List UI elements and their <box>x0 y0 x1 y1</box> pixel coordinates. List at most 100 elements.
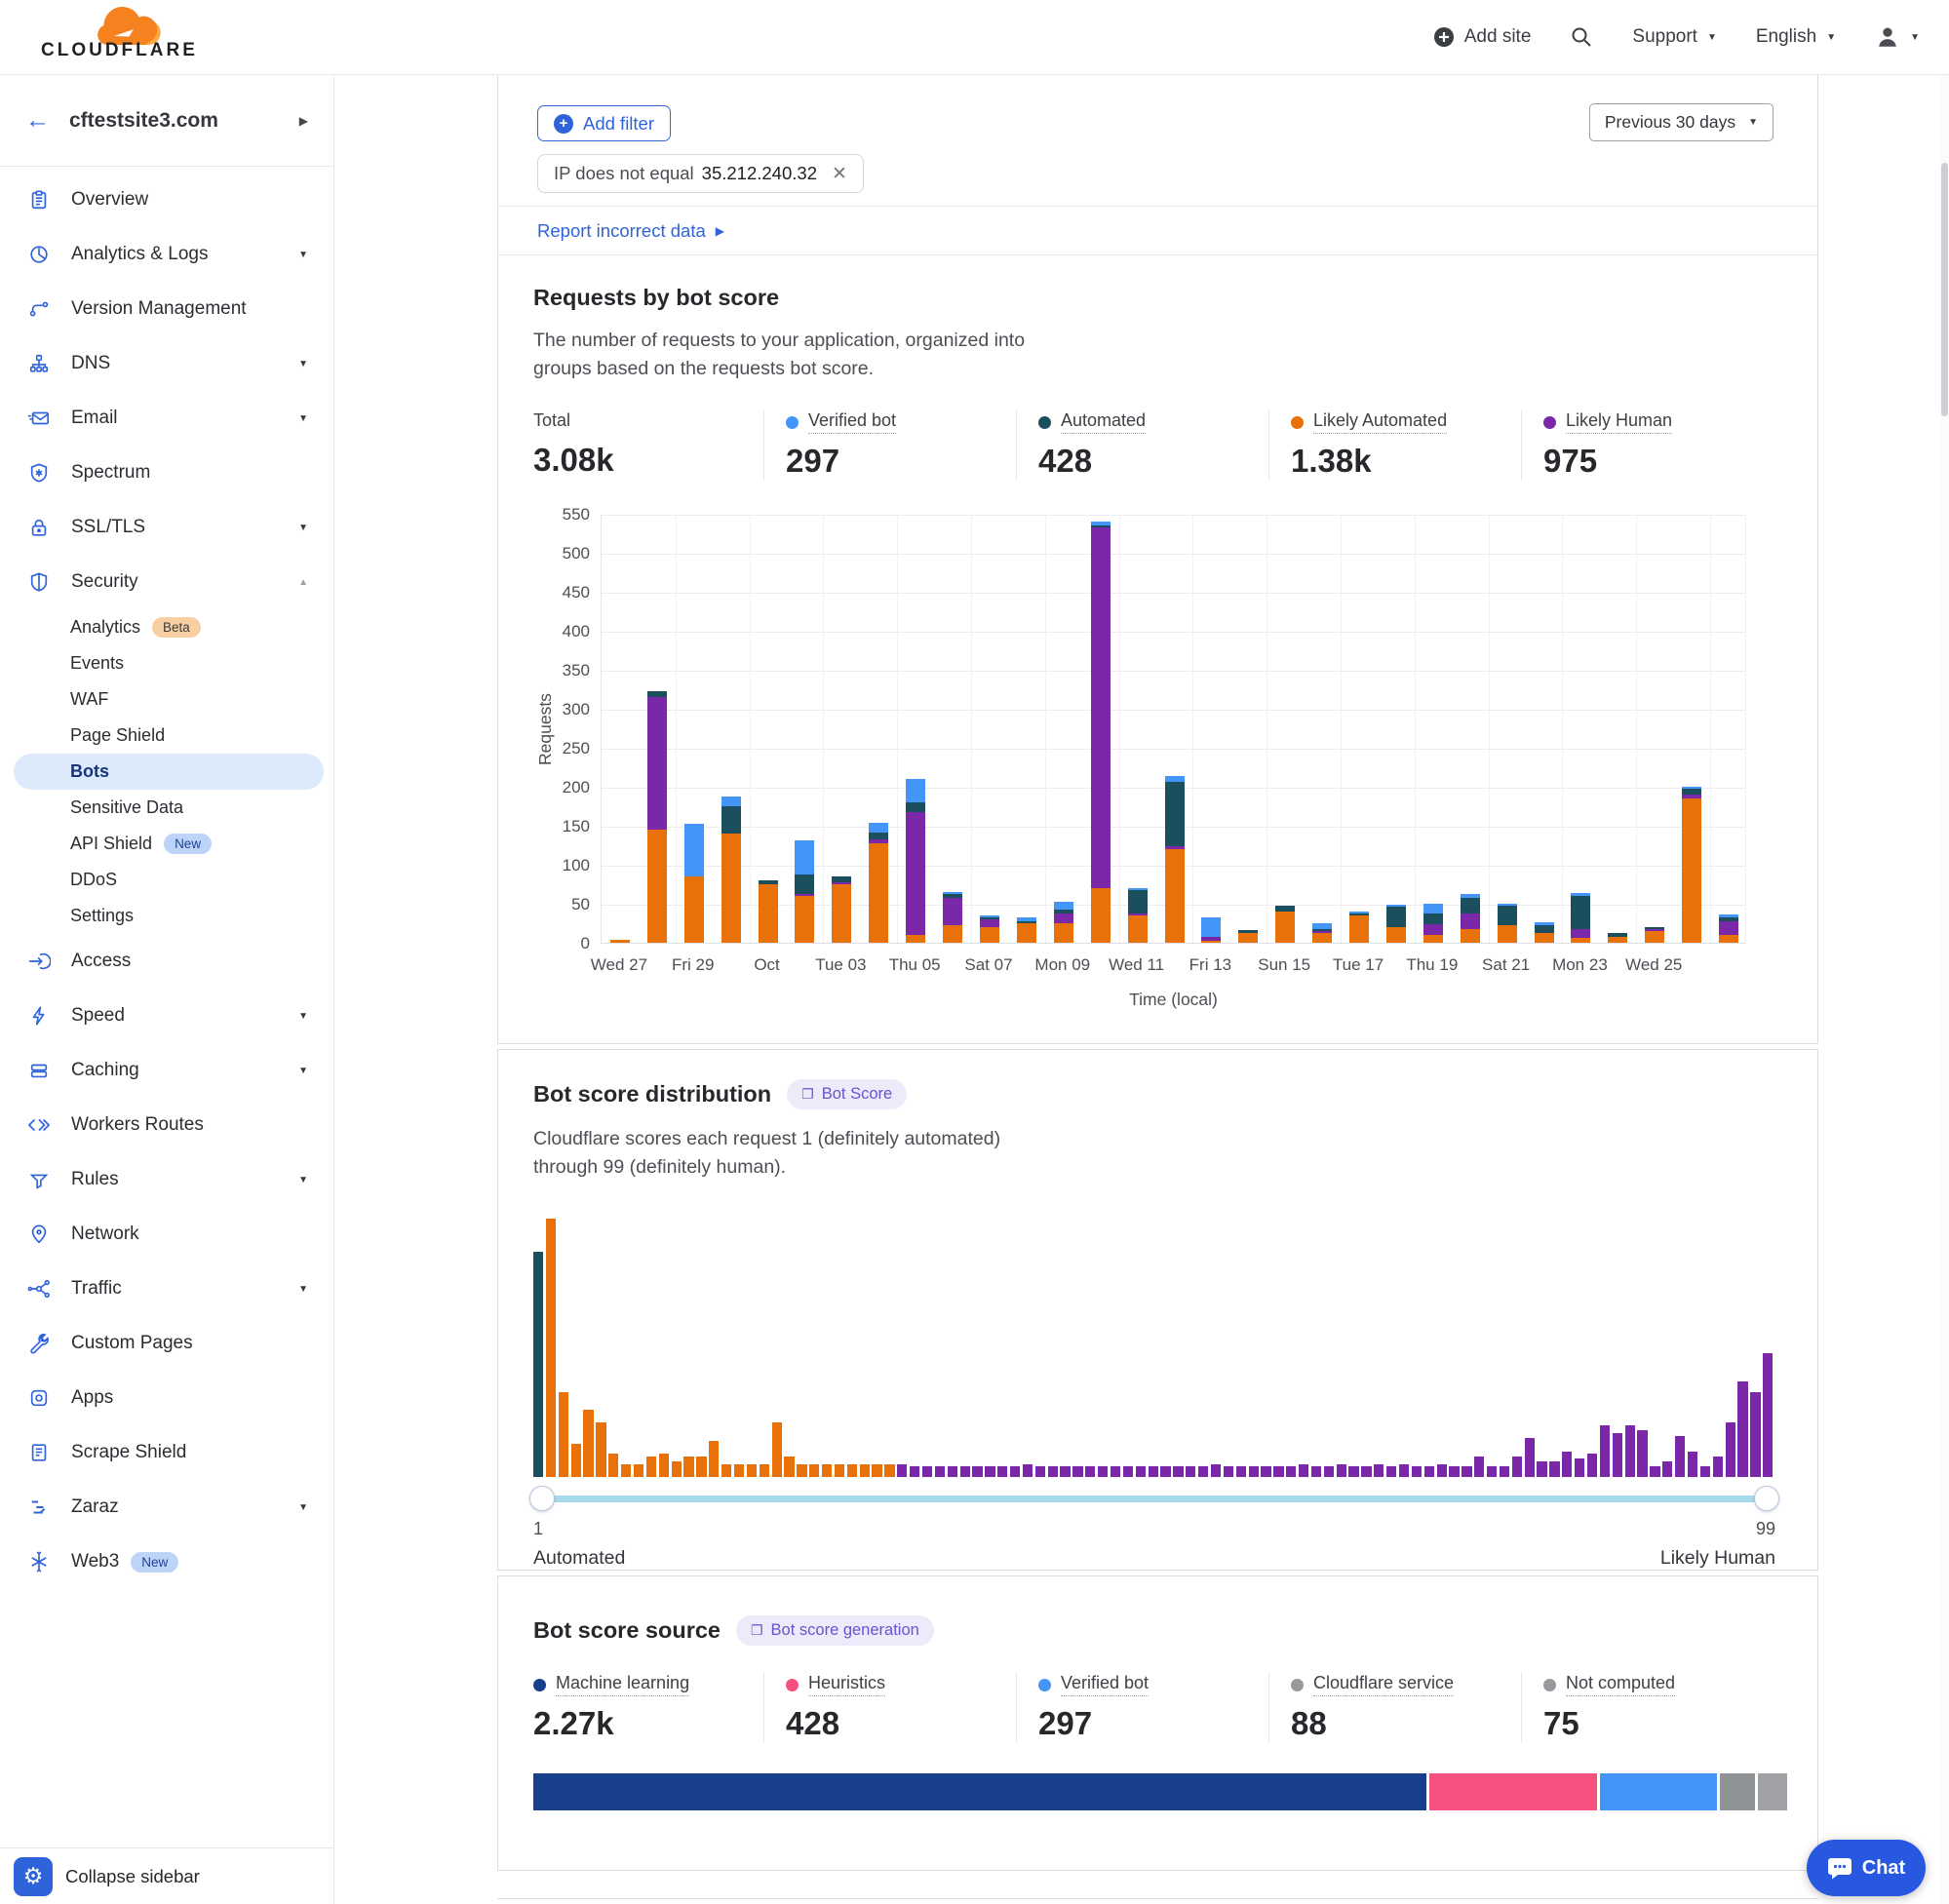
bar-fri-06[interactable] <box>943 514 963 943</box>
hist-bar-score-77[interactable] <box>1487 1466 1498 1477</box>
chevron-right-icon[interactable]: ▶ <box>298 113 308 128</box>
sidebar-item-caching[interactable]: Caching ▼ <box>0 1043 333 1098</box>
hist-bar-score-97[interactable] <box>1737 1380 1748 1477</box>
sidebar-item-rules[interactable]: Rules ▼ <box>0 1152 333 1207</box>
hist-bar-score-89[interactable] <box>1637 1430 1648 1477</box>
hist-bar-score-68[interactable] <box>1374 1463 1384 1477</box>
source-segment-machine-learning[interactable] <box>533 1773 1426 1810</box>
hist-bar-score-42[interactable] <box>1047 1466 1058 1477</box>
source-segment-heuristics[interactable] <box>1428 1773 1598 1810</box>
hist-bar-score-44[interactable] <box>1072 1466 1083 1477</box>
hist-bar-score-26[interactable] <box>846 1463 857 1477</box>
stat-label[interactable]: Automated <box>1061 410 1147 434</box>
hist-bar-score-73[interactable] <box>1436 1463 1447 1477</box>
bar-fri-27[interactable] <box>1719 514 1739 943</box>
hist-bar-score-70[interactable] <box>1398 1463 1410 1477</box>
scrollbar[interactable] <box>1940 75 1949 1904</box>
hist-bar-score-16[interactable] <box>721 1463 732 1477</box>
hist-bar-score-81[interactable] <box>1537 1461 1547 1477</box>
bar-tue-03[interactable] <box>832 514 852 943</box>
bar-thu-19[interactable] <box>1423 514 1443 943</box>
bar-sun-08[interactable] <box>1016 514 1036 943</box>
sidebar-item-page-shield[interactable]: Page Shield <box>0 718 333 754</box>
hist-bar-score-43[interactable] <box>1060 1466 1071 1477</box>
hist-bar-score-78[interactable] <box>1499 1466 1510 1477</box>
bar-wed-11[interactable] <box>1127 514 1148 943</box>
hist-bar-score-64[interactable] <box>1323 1466 1334 1477</box>
bar-fri-13[interactable] <box>1201 514 1222 943</box>
hist-bar-score-92[interactable] <box>1675 1435 1686 1477</box>
hist-bar-score-24[interactable] <box>821 1463 833 1477</box>
hist-bar-score-36[interactable] <box>972 1466 983 1477</box>
date-range-dropdown[interactable]: Previous 30 days ▼ <box>1588 103 1774 141</box>
site-name[interactable]: cftestsite3.com <box>69 108 218 132</box>
hist-bar-score-50[interactable] <box>1148 1466 1158 1477</box>
search-button[interactable] <box>1570 25 1593 49</box>
bar-sat-21[interactable] <box>1497 514 1517 943</box>
hist-bar-score-94[interactable] <box>1699 1466 1711 1477</box>
stat-label[interactable]: Cloudflare service <box>1313 1673 1455 1696</box>
hist-bar-score-91[interactable] <box>1662 1461 1673 1477</box>
sidebar-item-zaraz[interactable]: Zaraz ▼ <box>0 1480 333 1535</box>
stat-label[interactable]: Verified bot <box>1061 1673 1150 1696</box>
bar-sun-01[interactable] <box>758 514 778 943</box>
bar-wed-25[interactable] <box>1645 514 1665 943</box>
sidebar-item-ddos[interactable]: DDoS <box>0 862 333 898</box>
hist-bar-score-45[interactable] <box>1085 1466 1096 1477</box>
scrollbar-thumb[interactable] <box>1941 163 1948 416</box>
bar-thu-05[interactable] <box>906 514 926 943</box>
hist-bar-score-76[interactable] <box>1474 1456 1485 1477</box>
hist-bar-score-86[interactable] <box>1599 1425 1611 1477</box>
sidebar-item-network[interactable]: Network <box>0 1207 333 1262</box>
hist-bar-score-80[interactable] <box>1524 1438 1535 1477</box>
hist-bar-score-72[interactable] <box>1423 1466 1434 1477</box>
hist-bar-score-53[interactable] <box>1186 1466 1196 1477</box>
stat-label[interactable]: Likely Human <box>1566 410 1673 434</box>
hist-bar-score-84[interactable] <box>1575 1458 1585 1477</box>
stat-label[interactable]: Likely Automated <box>1313 410 1448 434</box>
bar-tue-24[interactable] <box>1608 514 1628 943</box>
close-icon[interactable]: ✕ <box>831 163 847 184</box>
bar-wed-27[interactable] <box>609 514 630 943</box>
hist-bar-score-85[interactable] <box>1586 1454 1598 1477</box>
gear-icon[interactable]: ⚙ <box>14 1856 53 1896</box>
hist-bar-score-71[interactable] <box>1411 1466 1423 1477</box>
bar-sun-15[interactable] <box>1275 514 1296 943</box>
hist-bar-score-28[interactable] <box>872 1463 882 1477</box>
sidebar-item-sensitive-data[interactable]: Sensitive Data <box>0 790 333 826</box>
hist-bar-score-39[interactable] <box>1010 1466 1021 1477</box>
hist-bar-score-90[interactable] <box>1650 1466 1660 1477</box>
bar-wed-18[interactable] <box>1385 514 1406 943</box>
hist-bar-score-40[interactable] <box>1022 1463 1033 1477</box>
hist-bar-score-19[interactable] <box>759 1463 769 1477</box>
stat-label[interactable]: Verified bot <box>808 410 897 434</box>
bar-mon-09[interactable] <box>1053 514 1073 943</box>
stat-label[interactable]: Not computed <box>1566 1673 1676 1696</box>
hist-bar-score-7[interactable] <box>608 1454 619 1477</box>
hist-bar-score-49[interactable] <box>1135 1466 1146 1477</box>
cloudflare-logo[interactable]: CLOUDFLARE <box>29 6 195 68</box>
account-menu[interactable]: ▼ <box>1875 24 1920 50</box>
bot-score-badge[interactable]: ❐ Bot Score <box>787 1079 908 1109</box>
hist-bar-score-41[interactable] <box>1034 1466 1045 1477</box>
bar-thu-12[interactable] <box>1164 514 1185 943</box>
hist-bar-score-22[interactable] <box>797 1463 807 1477</box>
sidebar-item-scrape-shield[interactable]: Scrape Shield <box>0 1425 333 1480</box>
hist-bar-score-30[interactable] <box>897 1463 908 1477</box>
hist-bar-score-4[interactable] <box>570 1443 581 1477</box>
sidebar-item-web3[interactable]: Web3 New <box>0 1535 333 1589</box>
hist-bar-score-58[interactable] <box>1248 1466 1259 1477</box>
source-segment-not-computed[interactable] <box>1757 1773 1787 1810</box>
sidebar-item-speed[interactable]: Speed ▼ <box>0 989 333 1043</box>
bar-tue-10[interactable] <box>1090 514 1111 943</box>
sidebar-item-traffic[interactable]: Traffic ▼ <box>0 1262 333 1316</box>
chat-button[interactable]: Chat <box>1807 1840 1926 1896</box>
sidebar-item-analytics[interactable]: Analytics Beta <box>0 609 333 645</box>
hist-bar-score-3[interactable] <box>558 1391 568 1477</box>
hist-bar-score-38[interactable] <box>997 1466 1008 1477</box>
hist-bar-score-35[interactable] <box>959 1466 970 1477</box>
hist-bar-score-21[interactable] <box>784 1456 795 1477</box>
bar-mon-02[interactable] <box>795 514 815 943</box>
hist-bar-score-31[interactable] <box>910 1466 920 1477</box>
hist-bar-score-59[interactable] <box>1261 1466 1271 1477</box>
